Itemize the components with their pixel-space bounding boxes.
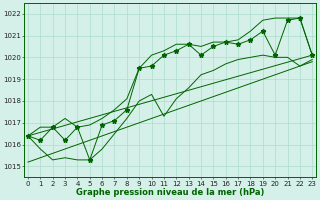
X-axis label: Graphe pression niveau de la mer (hPa): Graphe pression niveau de la mer (hPa)	[76, 188, 264, 197]
